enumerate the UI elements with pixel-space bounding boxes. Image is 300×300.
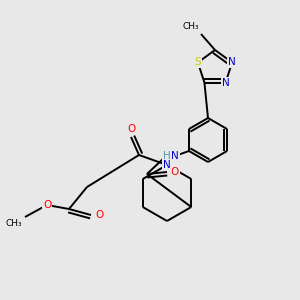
Text: N: N <box>222 78 230 88</box>
Text: O: O <box>95 210 103 220</box>
Text: H: H <box>163 151 171 161</box>
Text: O: O <box>43 200 51 210</box>
Text: O: O <box>127 124 135 134</box>
Text: O: O <box>171 167 179 177</box>
Text: N: N <box>163 160 171 170</box>
Text: N: N <box>228 57 236 68</box>
Text: CH₃: CH₃ <box>182 22 199 31</box>
Text: CH₃: CH₃ <box>5 219 22 228</box>
Text: S: S <box>195 57 201 68</box>
Text: N: N <box>171 151 179 161</box>
